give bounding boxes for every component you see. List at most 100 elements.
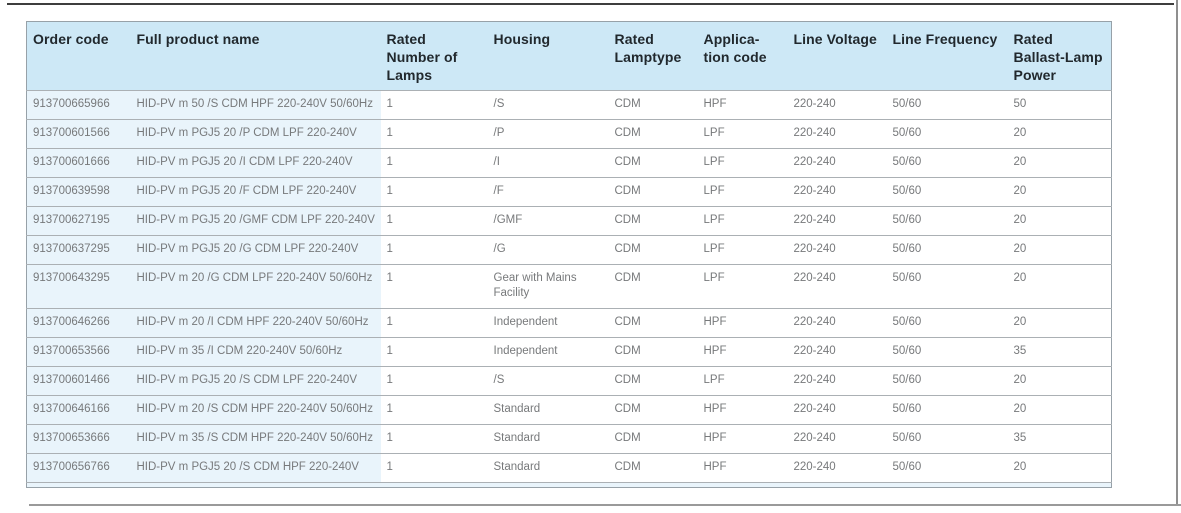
cell-lamps: 1 [380,148,488,178]
cell-lamptype: CDM [608,206,698,236]
table-body: 913700665966 HID-PV m 50 /S CDM HPF 220-2… [26,90,1112,483]
cell-application-code: HPF [697,424,788,454]
cell-line-frequency: 50/60 [886,366,1008,396]
cell-order-code: 913700646266 [26,308,131,338]
column-header-order-code: Order code [26,21,131,91]
column-header-product-name: Full product name [130,21,381,91]
cell-line-frequency: 50/60 [886,235,1008,265]
cell-lamptype: CDM [608,264,698,309]
cell-application-code: LPF [697,264,788,309]
cell-line-voltage: 220-240 [787,264,887,309]
page-bottom-rule [29,504,1181,506]
cell-product-name: HID-PV m 50 /S CDM HPF 220-240V 50/60Hz [130,90,381,120]
cell-line-frequency: 50/60 [886,308,1008,338]
cell-product-name: HID-PV m PGJ5 20 /S CDM LPF 220-240V [130,366,381,396]
cell-line-voltage: 220-240 [787,424,887,454]
cell-line-voltage: 220-240 [787,148,887,178]
cell-lamps: 1 [380,235,488,265]
cell-lamps: 1 [380,424,488,454]
cell-lamptype: CDM [608,337,698,367]
cell-ballast-power: 35 [1007,424,1112,454]
table-row: 913700601666 HID-PV m PGJ5 20 /I CDM LPF … [26,148,1112,178]
cell-product-name: HID-PV m 20 /S CDM HPF 220-240V 50/60Hz [130,395,381,425]
page-right-edge [1176,0,1178,506]
cell-lamptype: CDM [608,177,698,207]
column-header-line-voltage: Line Voltage [787,21,887,91]
cell-housing: /S [487,90,609,120]
cell-order-code: 913700627195 [26,206,131,236]
cell-lamptype: CDM [608,119,698,149]
cell-line-frequency: 50/60 [886,177,1008,207]
table-row: 913700653566 HID-PV m 35 /I CDM 220-240V … [26,337,1112,367]
cell-ballast-power: 20 [1007,177,1112,207]
table-row: 913700646266 HID-PV m 20 /I CDM HPF 220-2… [26,308,1112,338]
cell-line-voltage: 220-240 [787,366,887,396]
cell-lamptype: CDM [608,90,698,120]
cell-lamps: 1 [380,264,488,309]
cell-lamptype: CDM [608,148,698,178]
cell-application-code: LPF [697,235,788,265]
cell-order-code: 913700665966 [26,90,131,120]
cell-housing: /F [487,177,609,207]
cell-application-code: LPF [697,148,788,178]
cell-application-code: HPF [697,337,788,367]
cell-product-name: HID-PV m 20 /G CDM LPF 220-240V 50/60Hz [130,264,381,309]
cell-line-voltage: 220-240 [787,177,887,207]
cell-housing: Gear with Mains Facility [487,264,609,309]
cell-order-code: 913700601466 [26,366,131,396]
cell-line-voltage: 220-240 [787,395,887,425]
cell-line-frequency: 50/60 [886,395,1008,425]
cell-lamps: 1 [380,308,488,338]
column-header-ballast-power: Rated Ballast-Lamp Power [1007,21,1112,91]
table-header: Order code Full product name Rated Number … [26,21,1112,91]
cell-lamps: 1 [380,337,488,367]
table-footer-strip [26,482,1112,488]
cell-lamps: 1 [380,177,488,207]
cell-ballast-power: 20 [1007,148,1112,178]
cell-line-frequency: 50/60 [886,424,1008,454]
cell-product-name: HID-PV m 20 /I CDM HPF 220-240V 50/60Hz [130,308,381,338]
cell-ballast-power: 20 [1007,264,1112,309]
cell-line-voltage: 220-240 [787,337,887,367]
cell-application-code: HPF [697,453,788,483]
cell-line-frequency: 50/60 [886,337,1008,367]
cell-lamps: 1 [380,453,488,483]
column-header-lamps: Rated Number of Lamps [380,21,488,91]
cell-lamptype: CDM [608,308,698,338]
table-row: 913700601566 HID-PV m PGJ5 20 /P CDM LPF … [26,119,1112,149]
cell-lamptype: CDM [608,453,698,483]
cell-product-name: HID-PV m PGJ5 20 /I CDM LPF 220-240V [130,148,381,178]
cell-housing: /S [487,366,609,396]
table-row: 913700627195 HID-PV m PGJ5 20 /GMF CDM LP… [26,206,1112,236]
header-row: Order code Full product name Rated Number … [26,21,1112,91]
cell-order-code: 913700646166 [26,395,131,425]
column-header-line-frequency: Line Frequency [886,21,1008,91]
cell-order-code: 913700653666 [26,424,131,454]
page-top-rule [7,3,1174,5]
cell-lamptype: CDM [608,395,698,425]
cell-housing: /GMF [487,206,609,236]
cell-line-frequency: 50/60 [886,453,1008,483]
column-header-lamptype: Rated Lamptype [608,21,698,91]
cell-order-code: 913700601566 [26,119,131,149]
cell-housing: Independent [487,308,609,338]
cell-lamptype: CDM [608,235,698,265]
cell-order-code: 913700653566 [26,337,131,367]
column-header-housing: Housing [487,21,609,91]
cell-line-frequency: 50/60 [886,90,1008,120]
cell-line-voltage: 220-240 [787,308,887,338]
cell-ballast-power: 20 [1007,308,1112,338]
cell-line-voltage: 220-240 [787,119,887,149]
table-row: 913700643295 HID-PV m 20 /G CDM LPF 220-2… [26,264,1112,309]
table-row: 913700646166 HID-PV m 20 /S CDM HPF 220-2… [26,395,1112,425]
cell-product-name: HID-PV m PGJ5 20 /S CDM HPF 220-240V [130,453,381,483]
cell-line-voltage: 220-240 [787,90,887,120]
cell-line-voltage: 220-240 [787,453,887,483]
cell-ballast-power: 20 [1007,206,1112,236]
cell-product-name: HID-PV m 35 /S CDM HPF 220-240V 50/60Hz [130,424,381,454]
cell-housing: /I [487,148,609,178]
cell-line-frequency: 50/60 [886,206,1008,236]
cell-line-voltage: 220-240 [787,235,887,265]
table-row: 913700639598 HID-PV m PGJ5 20 /F CDM LPF … [26,177,1112,207]
cell-line-frequency: 50/60 [886,264,1008,309]
